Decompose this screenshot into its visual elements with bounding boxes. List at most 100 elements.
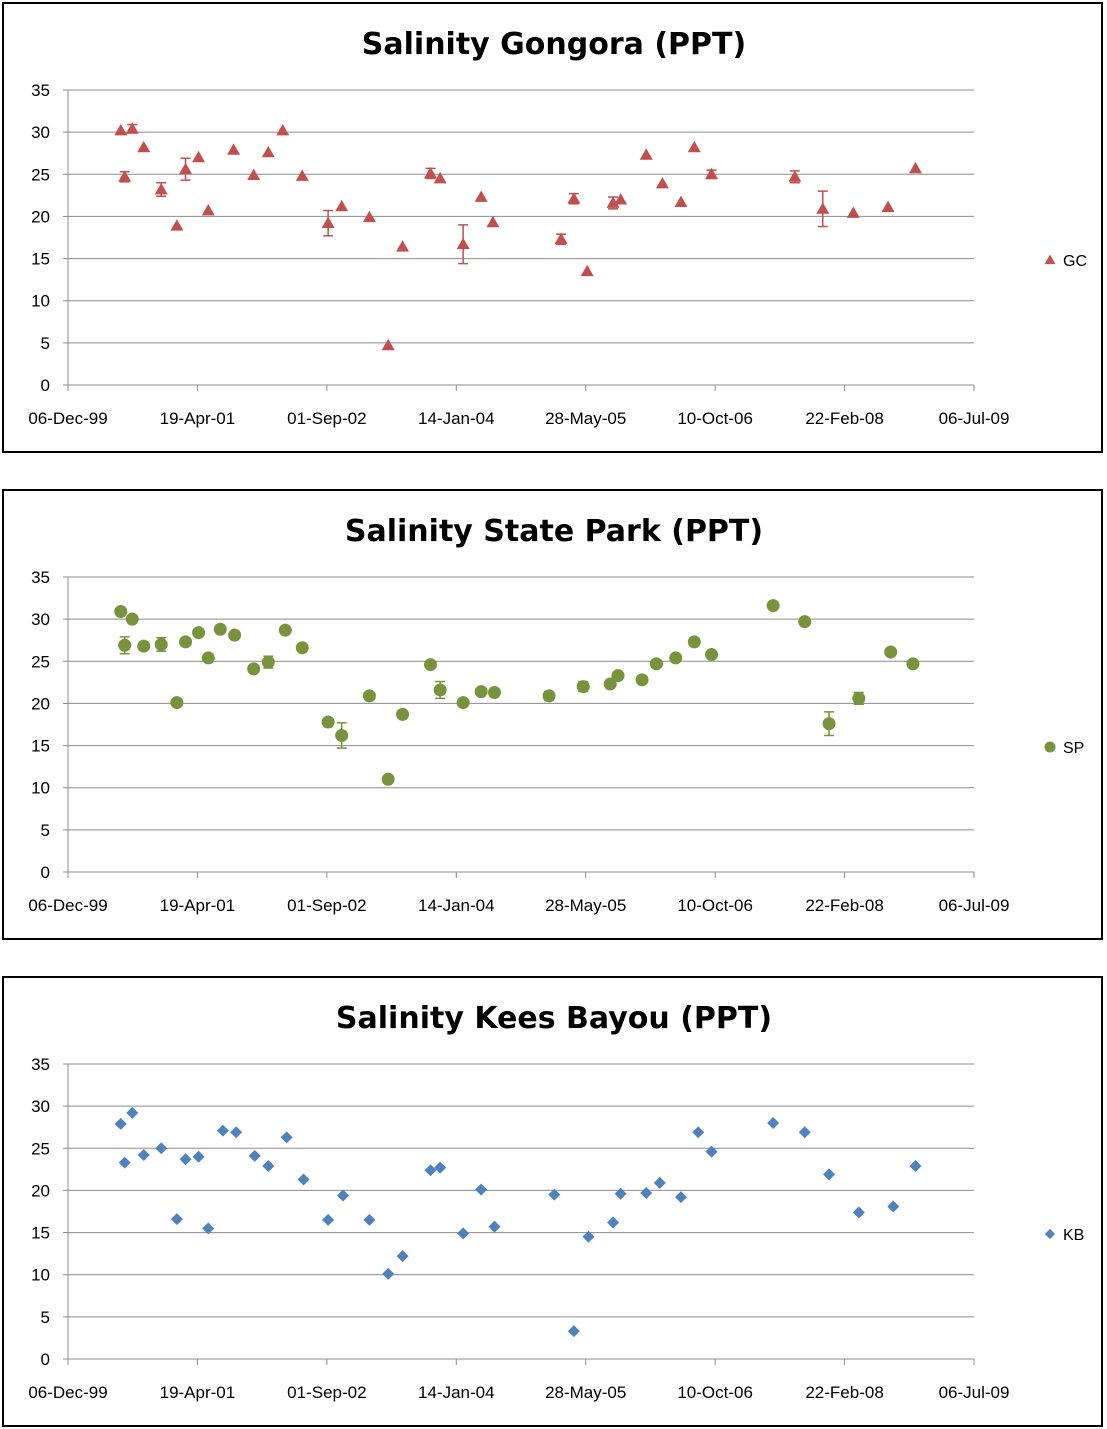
- data-point: [125, 122, 139, 134]
- data-point: [137, 639, 151, 653]
- y-tick-label: 20: [31, 694, 50, 713]
- y-tick-label: 25: [31, 1139, 50, 1158]
- x-tick-label: 19-Apr-01: [160, 896, 236, 915]
- x-tick-label: 22-Feb-08: [805, 409, 883, 428]
- data-point: [280, 1131, 293, 1144]
- data-point: [216, 1124, 229, 1137]
- data-point: [248, 1149, 261, 1162]
- data-point: [396, 240, 410, 252]
- data-point: [884, 645, 898, 659]
- data-point: [457, 1227, 470, 1240]
- y-tick-label: 35: [31, 1055, 50, 1074]
- data-point: [424, 1164, 437, 1177]
- data-point: [154, 182, 168, 195]
- data-point: [567, 192, 581, 204]
- data-point: [433, 172, 447, 184]
- data-point: [567, 1325, 580, 1338]
- data-point: [321, 715, 335, 729]
- data-point: [202, 1222, 215, 1235]
- data-point: [114, 605, 128, 619]
- data-point: [362, 689, 376, 703]
- data-point: [137, 1149, 150, 1162]
- legend-marker: [1044, 741, 1056, 753]
- data-point: [486, 215, 500, 228]
- data-point: [261, 145, 275, 158]
- data-point: [179, 635, 193, 649]
- data-point: [137, 140, 151, 153]
- data-point: [276, 123, 290, 136]
- data-point: [614, 1187, 627, 1200]
- y-tick-label: 35: [31, 568, 50, 587]
- x-tick-label: 14-Jan-04: [418, 896, 495, 915]
- data-point: [705, 648, 719, 662]
- data-point: [687, 140, 701, 153]
- x-tick-label: 28-May-05: [545, 896, 626, 915]
- legend-label: GC: [1063, 253, 1087, 270]
- chart-state-park: Salinity State Park (PPT) 0 5 10 15 20 25 30 35 0…: [28, 514, 1084, 915]
- data-point: [297, 1173, 310, 1186]
- x-tick-label: 01-Sep-02: [287, 896, 366, 915]
- x-tick-label: 06-Jul-09: [939, 1383, 1010, 1402]
- data-point: [247, 662, 261, 676]
- chart-kees-bayou: Salinity Kees Bayou (PPT) 0 5 10 15 20 25 30 35 0…: [28, 1001, 1084, 1402]
- y-tick-label: 0: [41, 376, 50, 395]
- data-point: [705, 167, 719, 180]
- legend-label: SP: [1063, 740, 1084, 757]
- y-tick-label: 15: [31, 250, 50, 269]
- data-point: [114, 1117, 127, 1130]
- data-point: [335, 728, 349, 742]
- data-point: [909, 1159, 922, 1172]
- data-point: [363, 1213, 376, 1226]
- x-tick-label: 14-Jan-04: [418, 409, 495, 428]
- data-point: [674, 1191, 687, 1204]
- data-point: [687, 635, 701, 649]
- x-tick-label: 01-Sep-02: [287, 1383, 366, 1402]
- data-point: [118, 1156, 131, 1169]
- y-tick-label: 25: [31, 652, 50, 671]
- data-point: [614, 193, 628, 205]
- data-point: [381, 338, 395, 351]
- data-point: [607, 1216, 620, 1229]
- data-point: [653, 1176, 666, 1189]
- data-point: [846, 206, 860, 218]
- data-point: [705, 1145, 718, 1158]
- x-tick-label: 06-Jul-09: [939, 409, 1010, 428]
- x-tick-label: 06-Dec-99: [28, 896, 107, 915]
- data-point: [639, 148, 653, 160]
- data-point: [456, 237, 470, 250]
- data-point: [542, 689, 556, 703]
- data-point: [816, 202, 830, 214]
- x-tick-label: 22-Feb-08: [805, 1383, 883, 1402]
- legend-marker: [1044, 254, 1056, 265]
- y-tick-label: 20: [31, 207, 50, 226]
- y-tick-label: 15: [31, 737, 50, 756]
- data-point: [278, 623, 292, 637]
- y-tick-label: 5: [41, 821, 50, 840]
- chart-panel-state-park: Salinity State Park (PPT) 0 5 10 15 20 25 30 35 0…: [2, 489, 1103, 940]
- data-point: [337, 1189, 350, 1202]
- y-tick-label: 5: [41, 1308, 50, 1327]
- data-point: [170, 696, 184, 710]
- data-point: [381, 772, 395, 786]
- data-point: [788, 170, 802, 182]
- legend-marker: [1044, 1228, 1056, 1240]
- data-point: [154, 637, 168, 651]
- chart-panel-kees-bayou: Salinity Kees Bayou (PPT) 0 5 10 15 20 25 30 35 0…: [2, 976, 1103, 1427]
- data-point: [261, 655, 275, 669]
- x-tick-label: 28-May-05: [545, 409, 626, 428]
- data-point: [201, 204, 215, 216]
- data-point: [179, 1153, 192, 1166]
- y-tick-label: 25: [31, 165, 50, 184]
- data-point: [396, 707, 410, 721]
- data-point: [230, 1126, 243, 1139]
- data-point: [674, 195, 688, 207]
- y-tick-label: 10: [31, 292, 50, 311]
- data-point: [655, 177, 669, 189]
- y-tick-label: 10: [31, 779, 50, 798]
- chart-title: Salinity Kees Bayou (PPT): [336, 1001, 772, 1036]
- data-point: [822, 717, 836, 731]
- x-tick-label: 01-Sep-02: [287, 409, 366, 428]
- data-point: [649, 657, 663, 671]
- data-point: [424, 658, 438, 672]
- data-point: [606, 196, 620, 208]
